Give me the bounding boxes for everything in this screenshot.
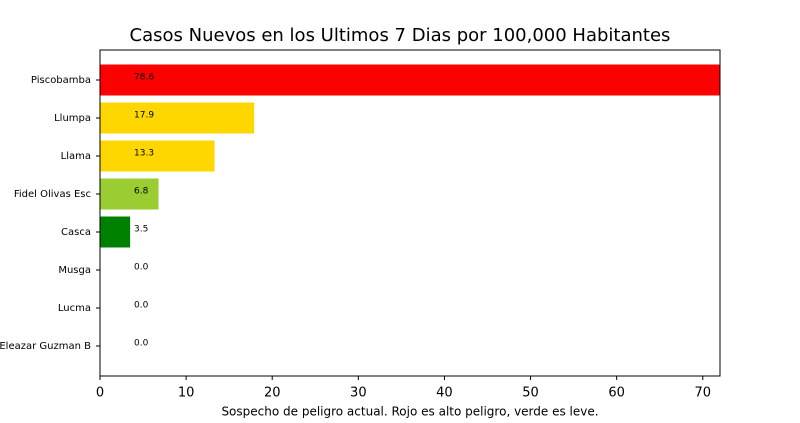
chart-title: Casos Nuevos en los Ultimos 7 Dias por 1… — [130, 25, 671, 46]
x-tick-label: 40 — [436, 386, 453, 401]
y-tick-label: Llumpa — [54, 113, 91, 124]
y-tick-label: Lucma — [58, 303, 91, 314]
x-tick-label: 50 — [522, 386, 539, 401]
data-label: 0.0 — [134, 263, 149, 273]
y-tick-label: Casca — [61, 227, 91, 238]
y-tick-label: Piscobamba — [31, 75, 91, 86]
data-label: 13.3 — [134, 149, 154, 159]
x-tick-label: 10 — [178, 386, 195, 401]
bar — [100, 102, 255, 134]
data-label: 78.6 — [134, 73, 154, 83]
data-label: 6.8 — [134, 187, 149, 197]
data-label: 0.0 — [134, 301, 149, 311]
bar — [100, 178, 159, 210]
bar — [100, 140, 215, 172]
y-tick-label: Eleazar Guzman B — [0, 341, 91, 352]
y-tick-label: Llama — [61, 151, 91, 162]
x-tick-label: 0 — [96, 386, 104, 401]
data-label: 3.5 — [134, 225, 148, 235]
x-tick-label: 70 — [695, 386, 712, 401]
data-label: 17.9 — [134, 111, 154, 121]
bar — [100, 216, 131, 248]
x-tick-label: 30 — [350, 386, 367, 401]
x-tick-label: 60 — [608, 386, 625, 401]
data-label: 0.0 — [134, 339, 149, 349]
plot-area — [100, 64, 720, 248]
y-tick-label: Musga — [58, 265, 91, 276]
bar — [100, 64, 720, 96]
y-tick-label: Fidel Olivas Esc — [14, 189, 91, 200]
x-tick-label: 20 — [264, 386, 281, 401]
x-axis-label: Sospecho de peligro actual. Rojo es alto… — [221, 405, 598, 419]
plot-frame — [99, 49, 721, 377]
